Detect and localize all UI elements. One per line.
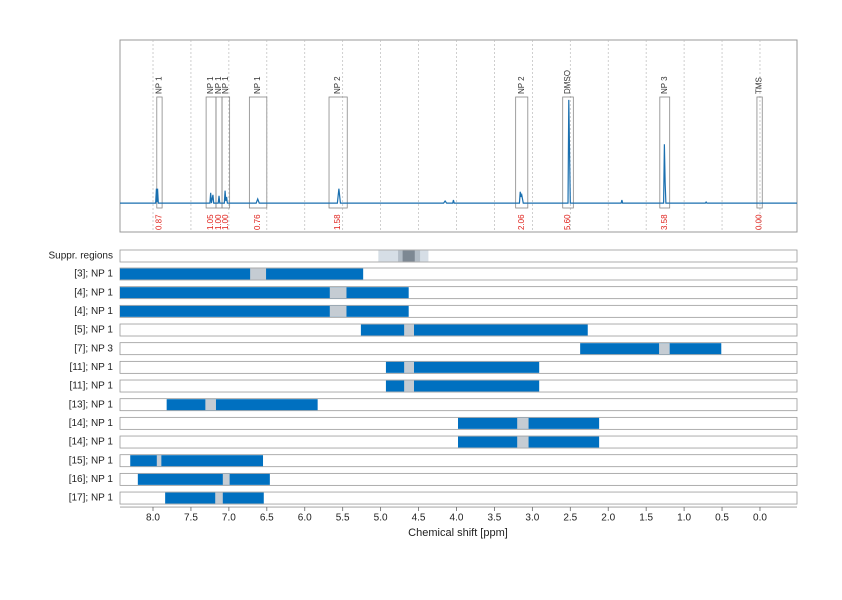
row-label: [11]; NP 1 [69,381,113,392]
annotation-box [562,96,574,209]
row-frame [119,491,798,505]
x-tick-label: 6.0 [298,513,312,524]
x-tick-label: 7.0 [222,513,236,524]
range-bar [385,361,540,373]
x-tick-label: 5.0 [374,513,388,524]
integral-label: 3.58 [660,214,669,230]
annotation-label: NP 1 [214,76,223,94]
annotation-box [205,96,217,209]
range-bar [137,473,270,485]
annotation-box [515,96,529,209]
row-label: [17]; NP 1 [69,493,114,504]
range-bar [120,287,409,299]
x-tick-label: 6.5 [260,513,274,524]
row-label: [7]; NP 3 [74,343,113,354]
row-label: [14]; NP 1 [69,418,114,429]
gap-region [517,436,529,448]
integral-label: 1.00 [221,214,230,230]
x-tick-label: 1.0 [677,513,691,524]
gap-region [215,492,223,504]
annotation-box [156,96,163,209]
integral-label: 0.00 [755,214,764,230]
gap-region [250,268,267,280]
gap-region [517,417,529,429]
annotation-label: NP 3 [660,76,669,94]
integral-label: 1.58 [333,214,342,230]
row-label: [13]; NP 1 [69,399,114,410]
annotation-label: TMS [755,77,764,94]
x-tick-label: 2.0 [601,513,615,524]
annotation-label: NP 1 [253,76,262,94]
annotation-label: NP 1 [221,76,230,94]
range-bar [385,380,540,392]
x-tick-label: 3.0 [525,513,539,524]
row-label: [4]; NP 1 [74,287,113,298]
suppressed-region [402,250,415,262]
range-bar [130,455,264,467]
integral-label: 1.00 [214,214,223,230]
integral-label: 2.06 [517,214,526,230]
range-bar [120,268,364,280]
annotation-label: NP 2 [517,76,526,94]
row-label: [4]; NP 1 [74,306,113,317]
annotation-box [221,96,231,209]
annotation-label: NP 1 [155,76,164,94]
gap-region [222,473,230,485]
row-label: [14]; NP 1 [69,437,114,448]
spectrum-panel [119,39,798,233]
x-tick-label: 1.5 [639,513,653,524]
row-label: Suppr. regions [49,251,114,262]
row-label: [11]; NP 1 [69,362,113,373]
spectrum-line [120,99,797,204]
annotation-box [659,96,671,209]
x-axis-title: Chemical shift [ppm] [408,527,508,539]
row-label: [5]; NP 1 [74,325,113,336]
gap-region [329,305,347,317]
gap-region [404,380,415,392]
row-frame [119,249,798,263]
x-tick-label: 5.5 [336,513,350,524]
row-frame [119,472,798,486]
annotation-box [215,96,223,209]
row-label: [3]; NP 1 [74,269,113,280]
range-bar [458,436,600,448]
annotation-label: DMSO [563,70,572,94]
gap-region [329,287,347,299]
gap-region [404,324,415,336]
range-bar [580,343,722,355]
x-tick-label: 4.0 [450,513,464,524]
row-label: [15]; NP 1 [69,455,114,466]
row-label: [16]; NP 1 [69,474,114,485]
range-bar [120,305,409,317]
row-frame [119,454,798,468]
annotation-box [328,96,348,209]
x-tick-label: 8.0 [146,513,160,524]
range-bar [165,492,264,504]
x-tick-label: 0.5 [715,513,729,524]
integral-label: 0.76 [253,214,262,230]
gap-region [205,399,216,411]
gap-region [404,361,415,373]
gap-region [156,455,162,467]
x-tick-label: 2.5 [563,513,577,524]
range-bar [360,324,588,336]
gap-region [659,343,670,355]
annotation-box [756,96,763,209]
range-bar [166,399,318,411]
integral-label: 0.87 [155,214,164,230]
integral-label: 1.05 [206,214,215,230]
x-tick-label: 4.5 [412,513,426,524]
annotation-box [248,96,268,209]
x-tick-label: 7.5 [184,513,198,524]
x-tick-label: 0.0 [753,513,767,524]
annotation-label: NP 1 [206,76,215,94]
integral-label: 5.60 [563,214,572,230]
annotation-label: NP 2 [333,76,342,94]
range-bar [458,417,600,429]
x-tick-label: 3.5 [487,513,501,524]
